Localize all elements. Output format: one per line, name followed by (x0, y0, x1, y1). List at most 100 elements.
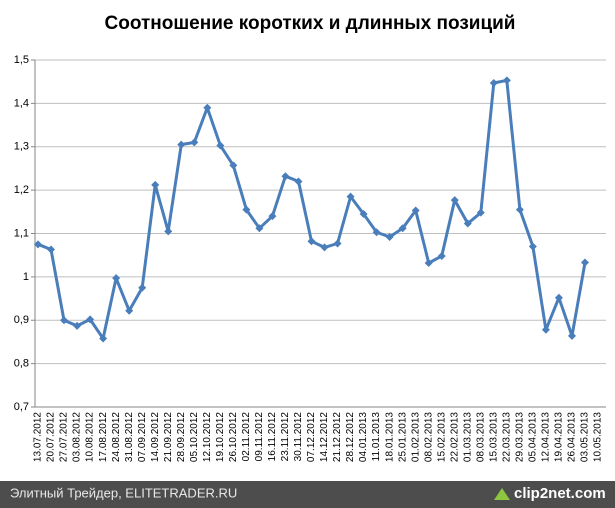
x-tick-label: 22.03.2013 (501, 412, 512, 462)
y-tick-label: 0,8 (14, 358, 29, 370)
marker (281, 172, 290, 181)
marker (567, 331, 576, 340)
x-tick-label: 19.04.2013 (554, 412, 565, 462)
marker (268, 212, 277, 221)
marker (554, 293, 563, 302)
marker (307, 237, 316, 246)
x-tick-label: 23.11.2012 (280, 412, 291, 462)
marker (372, 228, 381, 237)
x-tick-label: 16.11.2012 (267, 412, 278, 462)
x-tick-label: 26.10.2012 (228, 412, 239, 462)
marker (580, 258, 589, 267)
x-tick-label: 15.03.2013 (488, 412, 499, 462)
x-tick-label: 19.10.2012 (215, 412, 226, 462)
x-tick-label: 08.03.2013 (475, 412, 486, 462)
marker (47, 245, 56, 254)
x-tick-label: 26.04.2013 (567, 412, 578, 462)
marker (60, 316, 69, 325)
x-tick-label: 21.09.2012 (163, 412, 174, 462)
x-tick-label: 20.07.2012 (46, 412, 57, 462)
marker (398, 224, 407, 233)
marker (463, 219, 472, 228)
x-tick-label: 07.09.2012 (137, 412, 148, 462)
x-tick-label: 29.03.2013 (515, 412, 526, 462)
marker (242, 205, 251, 214)
y-tick-label: 0,9 (14, 314, 29, 326)
marker (424, 258, 433, 267)
marker (229, 161, 238, 170)
marker (164, 227, 173, 236)
x-tick-label: 01.02.2013 (410, 412, 421, 462)
footer-logo: clip2net.com (514, 485, 606, 502)
y-tick-label: 1,4 (14, 97, 29, 109)
x-tick-label: 28.09.2012 (176, 412, 187, 462)
marker (216, 141, 225, 150)
y-tick-label: 0,7 (14, 401, 29, 413)
y-tick-label: 1,5 (14, 54, 29, 66)
marker (99, 334, 108, 343)
x-tick-label: 17.08.2012 (98, 412, 109, 462)
x-tick-label: 11.01.2013 (371, 412, 382, 462)
footer-source: Элитный Трейдер, ELITETRADER.RU (10, 485, 237, 500)
x-tick-label: 01.03.2013 (462, 412, 473, 462)
marker (346, 192, 355, 201)
x-tick-label: 18.01.2013 (384, 412, 395, 462)
marker (320, 243, 329, 252)
marker (476, 208, 485, 217)
x-tick-label: 15.02.2013 (436, 412, 447, 462)
footer-bar (0, 481, 615, 508)
marker (541, 325, 550, 334)
x-tick-label: 08.02.2013 (423, 412, 434, 462)
marker (73, 321, 82, 330)
x-tick-label: 24.08.2012 (111, 412, 122, 462)
x-tick-label: 09.11.2012 (254, 412, 265, 462)
x-tick-label: 28.12.2012 (345, 412, 356, 462)
marker (385, 232, 394, 241)
x-tick-label: 03.05.2013 (580, 412, 591, 462)
x-tick-label: 14.09.2012 (150, 412, 161, 462)
x-tick-label: 22.02.2013 (449, 412, 460, 462)
marker (138, 283, 147, 292)
y-tick-label: 1,2 (14, 184, 29, 196)
y-tick-label: 1 (23, 271, 29, 283)
x-tick-label: 10.08.2012 (85, 412, 96, 462)
marker (528, 242, 537, 251)
x-tick-label: 12.10.2012 (202, 412, 213, 462)
x-tick-label: 12.04.2013 (541, 412, 552, 462)
x-tick-label: 31.08.2012 (124, 412, 135, 462)
marker (190, 138, 199, 147)
marker (515, 205, 524, 214)
marker (294, 177, 303, 186)
marker (34, 240, 42, 249)
x-tick-label: 30.11.2012 (293, 412, 304, 462)
marker (411, 206, 420, 215)
x-tick-label: 07.12.2012 (306, 412, 317, 462)
marker (502, 76, 511, 85)
x-tick-label: 05.04.2013 (528, 412, 539, 462)
x-tick-label: 04.01.2013 (358, 412, 369, 462)
marker (333, 239, 342, 248)
x-tick-label: 02.11.2012 (241, 412, 252, 462)
y-tick-label: 1,1 (14, 227, 29, 239)
marker (86, 315, 95, 324)
marker (151, 180, 160, 189)
x-tick-label: 14.12.2012 (319, 412, 330, 462)
logo-icon (494, 488, 510, 500)
marker (437, 252, 446, 261)
marker (450, 196, 459, 205)
x-tick-label: 27.07.2012 (59, 412, 70, 462)
marker (177, 140, 186, 149)
x-tick-label: 03.08.2012 (72, 412, 83, 462)
chart-title: Соотношение коротких и длинных позиций (105, 13, 516, 34)
marker (112, 274, 121, 283)
x-tick-label: 05.10.2012 (189, 412, 200, 462)
marker (255, 224, 264, 233)
marker (203, 103, 212, 112)
x-tick-label: 13.07.2012 (33, 412, 44, 462)
marker (359, 209, 368, 218)
x-tick-label: 25.01.2013 (397, 412, 408, 462)
x-tick-label: 21.12.2012 (332, 412, 343, 462)
